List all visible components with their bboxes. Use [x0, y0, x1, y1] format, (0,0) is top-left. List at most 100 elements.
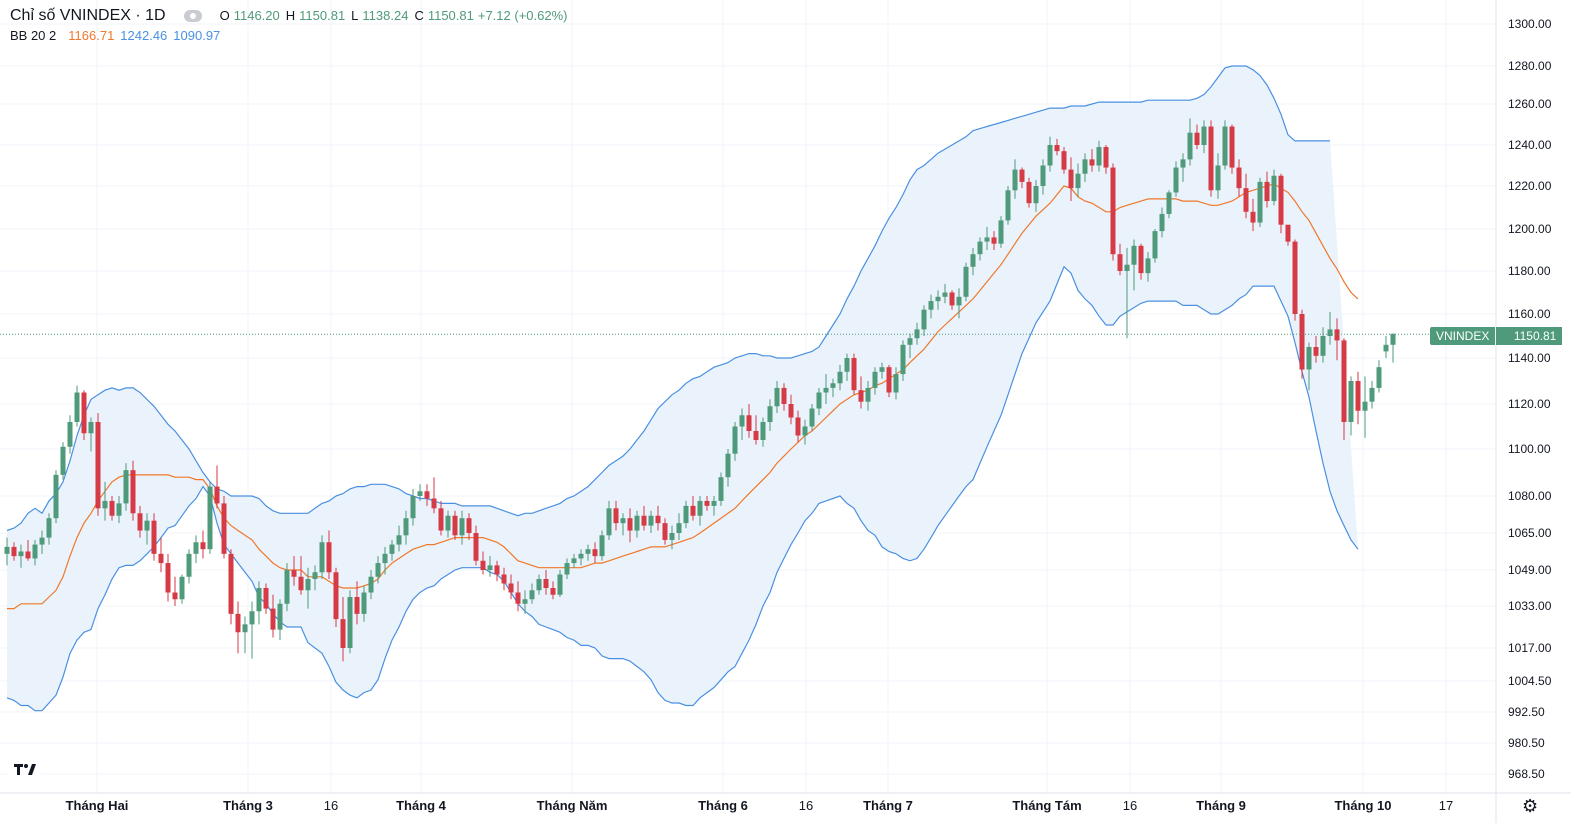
y-tick-label: 1220.00: [1508, 179, 1552, 193]
candle-down: [788, 404, 794, 418]
candle-up: [1327, 329, 1333, 336]
candle-up: [564, 563, 570, 575]
candle-up: [445, 515, 451, 531]
candle-down: [214, 486, 220, 504]
candle-down: [1208, 126, 1214, 191]
candle-up: [697, 500, 703, 516]
candle-up: [1159, 213, 1165, 232]
price-axis[interactable]: 1300.00 1280.00 1260.00 1240.00 1220.00 1200.…: [1508, 17, 1552, 781]
x-tick-label: Tháng Tám: [1012, 798, 1081, 813]
y-tick-label: 1033.00: [1508, 599, 1552, 613]
candle-down: [1054, 145, 1060, 152]
candle-up: [907, 338, 913, 345]
candle-down: [1229, 126, 1235, 168]
y-tick-label: 1160.00: [1508, 307, 1551, 321]
candle-up: [116, 503, 122, 516]
candle-up: [1012, 169, 1018, 191]
candle-up: [634, 515, 640, 531]
x-tick-label: 16: [1123, 798, 1137, 813]
candle-down: [592, 549, 598, 557]
candle-up: [403, 518, 409, 536]
candle-down: [753, 431, 759, 440]
candle-down: [858, 390, 864, 402]
candle-up: [1033, 186, 1039, 204]
candle-up: [1047, 145, 1053, 166]
y-tick-label: 1260.00: [1508, 97, 1552, 111]
candle-up: [319, 542, 325, 573]
candle-up: [879, 367, 885, 372]
tradingview-logo-icon[interactable]: [8, 758, 42, 782]
tradingview-logo-shape: [14, 764, 36, 775]
candle-up: [928, 301, 934, 310]
candle-up: [774, 387, 780, 407]
y-tick-label: 1004.50: [1508, 674, 1552, 688]
candle-up: [914, 329, 920, 339]
candle-up: [242, 624, 248, 633]
candle-up: [865, 387, 871, 402]
candle-up: [711, 500, 717, 506]
candle-up: [1131, 245, 1137, 265]
close-value: 1150.81: [427, 8, 474, 23]
candle-up: [718, 477, 724, 501]
candle-up: [53, 474, 59, 519]
candle-up: [760, 422, 766, 440]
candle-up: [1005, 190, 1011, 221]
candle-down: [641, 515, 647, 526]
high-label: H: [285, 8, 296, 23]
candle-down: [431, 498, 437, 509]
candle-up: [396, 535, 402, 545]
candle-up: [620, 518, 626, 524]
candle-up: [312, 572, 318, 579]
candle-up: [732, 426, 738, 454]
candle-up: [599, 535, 605, 557]
candle-up: [676, 523, 682, 533]
candle-down: [25, 551, 31, 559]
candle-down: [109, 500, 115, 516]
candle-up: [186, 553, 192, 577]
y-tick-label: 980.50: [1508, 736, 1545, 750]
candle-down: [1264, 181, 1270, 202]
candle-up: [935, 296, 941, 302]
price-tag-symbol: VNINDEX: [1430, 327, 1496, 345]
candle-up: [900, 344, 906, 375]
symbol-title[interactable]: Chỉ số VNINDEX · 1D: [10, 7, 166, 24]
candle-down: [1236, 167, 1242, 189]
candle-up: [18, 551, 24, 557]
x-tick-label: Tháng Hai: [66, 798, 129, 813]
candle-down: [11, 546, 17, 557]
candle-down: [1089, 159, 1095, 166]
candle-up: [193, 542, 199, 554]
candle-up: [123, 470, 129, 504]
candle-down: [151, 520, 157, 554]
candle-up: [1271, 175, 1277, 202]
x-tick-label: Tháng 7: [863, 798, 913, 813]
y-tick-label: 1300.00: [1508, 17, 1552, 31]
y-tick-label: 1065.00: [1508, 526, 1552, 540]
candle-down: [1019, 169, 1025, 182]
candle-down: [501, 574, 507, 584]
candle-down: [1278, 175, 1284, 225]
gear-icon[interactable]: ⚙: [1522, 796, 1539, 816]
candle-up: [1040, 165, 1046, 186]
candle-up: [284, 570, 290, 604]
candle-down: [221, 503, 227, 554]
candle-down: [291, 570, 297, 577]
eye-icon[interactable]: [183, 10, 202, 22]
candle-up: [942, 292, 948, 297]
candle-up: [1390, 333, 1396, 345]
bollinger-upper-band: [6, 65, 1330, 532]
candles-series: [4, 118, 1396, 662]
candle-down: [333, 572, 339, 620]
candle-up: [921, 309, 927, 330]
x-tick-label: 17: [1439, 798, 1453, 813]
candle-up: [669, 533, 675, 540]
bb-indicator-label[interactable]: BB 20 2: [10, 28, 57, 43]
candle-up: [102, 500, 108, 509]
x-tick-label: Tháng 4: [396, 798, 447, 813]
candle-down: [627, 518, 633, 531]
candle-up: [46, 518, 52, 538]
candle-down: [452, 515, 458, 536]
